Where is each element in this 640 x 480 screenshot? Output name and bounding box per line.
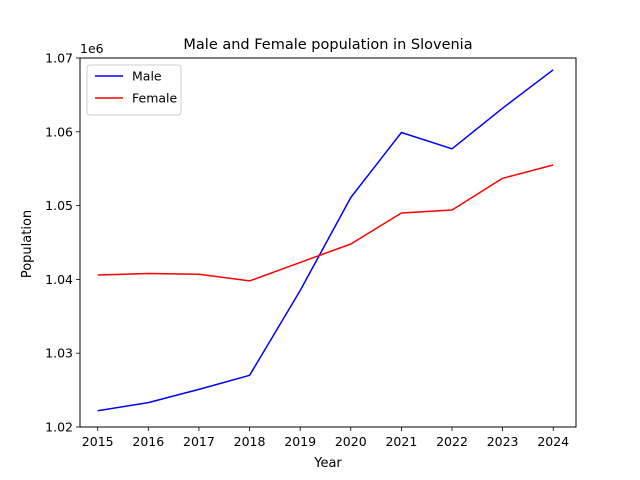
y-tick-label: 1.06 xyxy=(45,124,73,139)
x-axis-label: Year xyxy=(313,456,342,471)
series-line-female xyxy=(97,164,554,282)
y-axis-offset-label: 1e6 xyxy=(80,41,104,56)
x-tick-label: 2024 xyxy=(537,434,569,449)
chart-title: Male and Female population in Slovenia xyxy=(183,37,472,53)
x-tick-label: 2015 xyxy=(82,434,114,449)
y-axis-label: Population xyxy=(20,210,35,278)
series-line-male xyxy=(97,69,554,412)
y-tick-label: 1.05 xyxy=(45,198,73,213)
x-tick-label: 2019 xyxy=(284,434,316,449)
x-tick-label: 2023 xyxy=(487,434,519,449)
plot-frame xyxy=(79,57,577,428)
x-tick-label: 2021 xyxy=(385,434,417,449)
legend-label-female: Female xyxy=(132,91,178,106)
x-tick-label: 2017 xyxy=(183,434,215,449)
x-tick-label: 2020 xyxy=(335,434,367,449)
x-tick-label: 2016 xyxy=(132,434,164,449)
y-tick-label: 1.04 xyxy=(45,272,73,287)
legend-box xyxy=(86,64,182,116)
plot-area: 2015 2016 2017 2018 2019 2020 2021 2022 2023 2024… xyxy=(45,51,569,450)
y-tick-label: 1.07 xyxy=(45,51,73,66)
legend: Male Female xyxy=(86,64,182,116)
x-tick-label: 2022 xyxy=(436,434,468,449)
legend-label-male: Male xyxy=(132,69,162,84)
y-tick-label: 1.02 xyxy=(45,420,73,435)
x-tick-label: 2018 xyxy=(234,434,266,449)
y-tick-label: 1.03 xyxy=(45,346,73,361)
